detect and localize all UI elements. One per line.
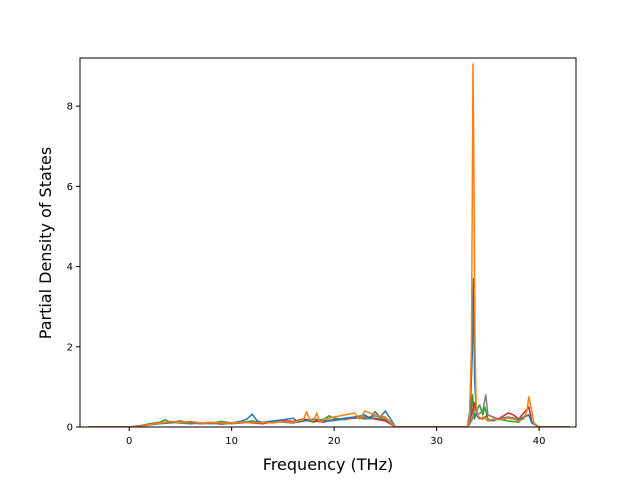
x-tick-label-1: 10 — [225, 436, 238, 447]
y-tick-label-3: 6 — [67, 182, 73, 193]
y-tick-label-0: 0 — [67, 423, 73, 434]
y-tick-label-2: 4 — [67, 262, 73, 273]
series-line-5 — [88, 63, 570, 427]
y-tick-label-4: 8 — [67, 102, 73, 113]
plot-frame — [79, 57, 577, 428]
x-tick-label-0: 0 — [126, 436, 132, 447]
x-tick-label-3: 30 — [430, 436, 443, 447]
x-axis-label: Frequency (THz) — [263, 455, 393, 474]
x-tick-label-4: 40 — [533, 436, 546, 447]
x-axis: 0 10 20 30 40 — [126, 427, 545, 447]
series-layer — [88, 63, 570, 427]
x-tick-label-2: 20 — [328, 436, 341, 447]
series-line-3 — [88, 394, 570, 427]
y-tick-label-1: 2 — [67, 342, 73, 353]
y-axis-label: Partial Density of States — [36, 147, 55, 339]
series-line-4 — [88, 277, 570, 427]
series-line-1 — [88, 394, 570, 427]
y-axis: 0 2 4 6 8 — [67, 102, 80, 434]
